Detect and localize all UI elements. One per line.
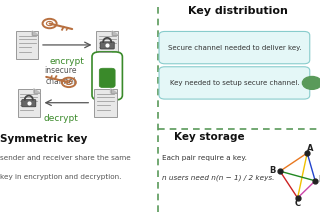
FancyBboxPatch shape [99,68,115,88]
Polygon shape [34,89,40,93]
Text: B: B [269,166,275,175]
Text: decrypt: decrypt [44,114,78,123]
Text: sender and receiver share the same: sender and receiver share the same [0,155,131,161]
Text: n users need n(n − 1) / 2 keys.: n users need n(n − 1) / 2 keys. [162,174,274,181]
FancyBboxPatch shape [16,31,38,59]
Text: C: C [294,199,301,208]
Polygon shape [32,31,38,35]
FancyBboxPatch shape [100,42,114,49]
Text: key in encryption and decryption.: key in encryption and decryption. [0,174,121,180]
FancyBboxPatch shape [159,31,310,64]
Circle shape [302,77,320,89]
Text: A: A [307,144,313,153]
Text: Secure channel needed to deliver key.: Secure channel needed to deliver key. [168,45,301,51]
Text: D: D [319,175,320,184]
Polygon shape [110,89,117,93]
FancyBboxPatch shape [96,31,118,59]
FancyBboxPatch shape [92,52,122,100]
FancyBboxPatch shape [22,100,36,107]
FancyBboxPatch shape [18,89,40,117]
Text: insecure
channel: insecure channel [44,66,77,86]
Polygon shape [112,31,118,35]
Text: Symmetric key: Symmetric key [0,134,87,144]
Text: Key storage: Key storage [174,132,245,142]
Text: Key distribution: Key distribution [188,6,288,16]
Text: encrypt: encrypt [50,57,84,66]
Text: Key needed to setup secure channel.: Key needed to setup secure channel. [170,80,299,86]
Text: Each pair require a key.: Each pair require a key. [162,155,246,161]
FancyBboxPatch shape [159,67,310,99]
FancyBboxPatch shape [94,89,117,117]
